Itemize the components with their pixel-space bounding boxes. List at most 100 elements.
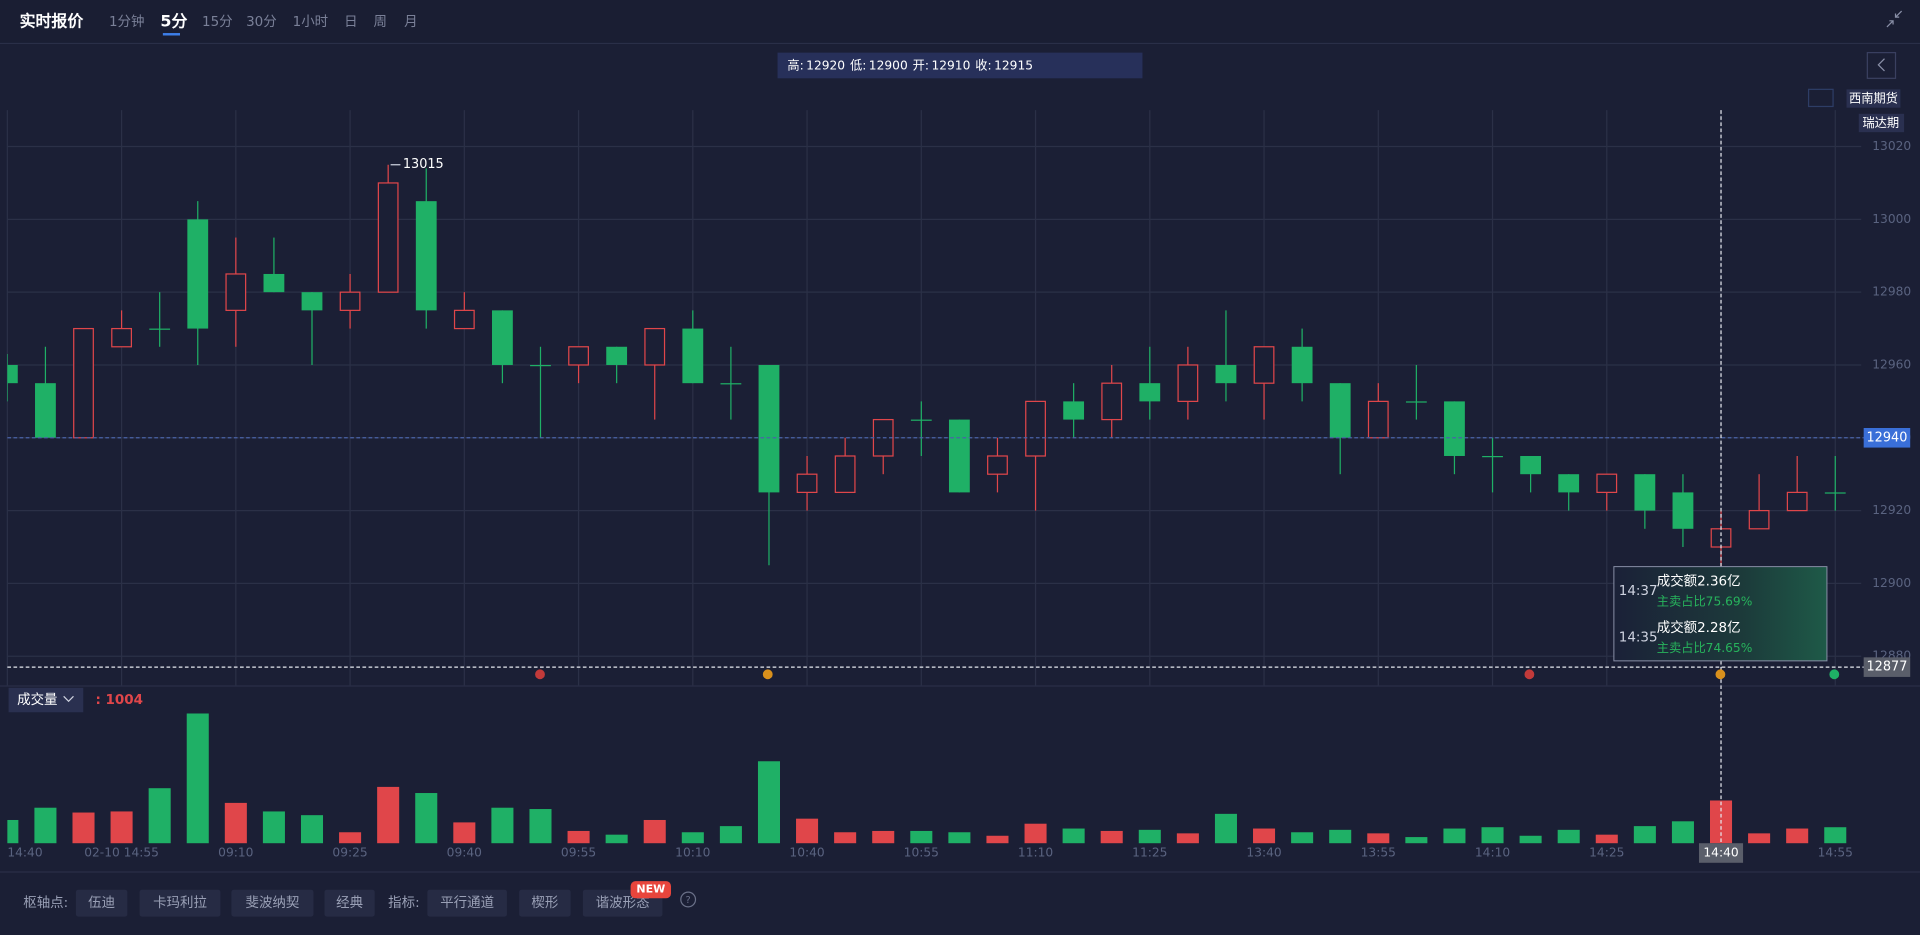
volume-readout: : 1004 <box>96 693 144 708</box>
volume-label[interactable]: 成交量 <box>17 691 57 708</box>
pivot-label: 枢轴点: <box>23 895 68 911</box>
volume-bar <box>377 786 400 844</box>
candle-body <box>301 292 323 311</box>
volume-bar <box>453 822 476 844</box>
candle-body <box>834 455 856 494</box>
tool-button[interactable] <box>427 889 507 917</box>
tool-button[interactable] <box>139 889 221 917</box>
collapse-icon[interactable] <box>1886 10 1903 28</box>
volume-bar <box>1671 821 1694 844</box>
volume-bar <box>34 807 57 844</box>
trade-ratio: 主卖占比75.69% <box>1657 594 1753 609</box>
volume-bar <box>986 835 1009 844</box>
candle-body <box>187 219 209 329</box>
candle-body <box>111 327 133 348</box>
candle-body <box>1405 401 1427 403</box>
period-tab[interactable]: 周 <box>373 15 386 30</box>
period-tab[interactable]: 15分 <box>202 14 233 30</box>
candle-body <box>1634 474 1656 511</box>
last-price-box <box>1863 427 1911 448</box>
volume-bar <box>1519 835 1542 844</box>
volume-bar <box>1824 827 1847 844</box>
period-tab[interactable]: 日 <box>344 15 357 30</box>
help-icon[interactable] <box>680 891 697 908</box>
tool-button[interactable] <box>519 889 571 917</box>
x-tick-label: 09:10 <box>218 846 253 860</box>
volume-bar <box>1062 828 1085 844</box>
candle-body <box>1101 382 1123 421</box>
side-toggle[interactable] <box>1866 52 1897 79</box>
volume-bar <box>834 832 857 844</box>
x-tick-label: 09:25 <box>332 846 367 860</box>
ohlc-value: 12910 <box>931 59 970 73</box>
trade-ratio: 主卖占比74.65% <box>1657 640 1753 655</box>
trade-amount: 成交额2.36亿 <box>1657 572 1741 589</box>
x-tick-label: 09:55 <box>561 846 596 860</box>
candle-body <box>1367 400 1389 439</box>
y-tick-label: 12920 <box>1872 503 1911 517</box>
candle-body <box>377 182 399 293</box>
candle-body <box>453 309 475 330</box>
volume-bar <box>643 819 666 844</box>
candle-body <box>1291 346 1313 384</box>
tool-button[interactable] <box>231 889 314 917</box>
volume-bar <box>262 811 285 844</box>
tool-button[interactable] <box>324 889 375 917</box>
tool-button-label[interactable]: 伍迪 <box>88 895 115 911</box>
tool-button-label[interactable]: 楔形 <box>531 895 558 911</box>
candle-body <box>720 383 742 385</box>
period-tab[interactable]: 1分钟 <box>109 13 144 30</box>
max-label: 13015 <box>403 157 444 172</box>
ohlc-value: 12915 <box>994 59 1033 73</box>
broker[interactable]: 西南期货 <box>1849 91 1898 106</box>
y-tick-label: 13020 <box>1872 139 1911 153</box>
x-tick-label: 09:40 <box>447 846 482 860</box>
period-tab[interactable]: 1小时 <box>293 14 328 30</box>
chevron-icon <box>1877 58 1885 72</box>
candle-body <box>1177 364 1199 402</box>
volume-bar <box>1253 828 1276 844</box>
candle-body <box>530 364 551 367</box>
volume-bar <box>1481 827 1504 844</box>
candle-body <box>1824 492 1846 494</box>
ohlc-label: 高: <box>787 58 803 73</box>
percent-icon[interactable] <box>1807 88 1834 108</box>
period-tab[interactable]: 5分 <box>160 12 187 31</box>
volume-bar <box>1367 833 1390 844</box>
tool-button-label[interactable]: 斐波纳契 <box>246 895 300 911</box>
tool-button-label[interactable]: 平行通道 <box>440 895 494 911</box>
crosshair-label: 12877 <box>1867 660 1908 675</box>
candle-body <box>1444 401 1465 456</box>
ohlc-value: 12900 <box>869 59 908 73</box>
volume-bar <box>1329 829 1352 844</box>
volume-bar <box>110 811 133 844</box>
volume-select[interactable] <box>8 687 84 713</box>
last-price-label: 12940 <box>1867 430 1908 445</box>
x-tick-label: 02-10 14:55 <box>84 846 159 860</box>
volume-bar <box>186 713 209 844</box>
candle-body <box>149 328 171 330</box>
candle-body <box>1215 364 1237 384</box>
tool-button-label[interactable]: 谐波形态 <box>596 895 650 911</box>
volume-bar <box>1214 813 1237 844</box>
tool-button-label[interactable]: 卡玛利拉 <box>153 895 207 911</box>
period-tab[interactable]: 30分 <box>246 14 277 30</box>
x-tick-label: 10:10 <box>675 846 710 860</box>
broker-box[interactable] <box>1846 89 1901 108</box>
broker[interactable]: 瑞达期 <box>1862 116 1899 130</box>
ohlc-label: 低: <box>850 59 866 73</box>
ohlc-box <box>777 52 1143 79</box>
tool-button-label[interactable]: 经典 <box>336 895 363 911</box>
candle-body <box>910 419 932 421</box>
broker-box[interactable] <box>1858 113 1905 133</box>
x-tick-label: 14:40 <box>1703 846 1738 860</box>
ohlc-text: 高: 12920 低: 12900 开: 12910 收: 12915 <box>787 58 1033 73</box>
candle-body <box>644 327 666 366</box>
candle-body <box>339 291 361 311</box>
candle-body <box>415 201 437 311</box>
help-label[interactable]: ? <box>686 895 691 906</box>
period-tab[interactable]: 月 <box>404 15 417 30</box>
tool-button[interactable] <box>75 889 128 917</box>
